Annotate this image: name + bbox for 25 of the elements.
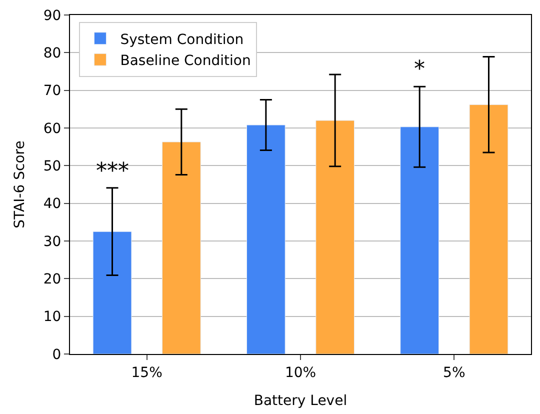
y-tick-label: 50 (43, 158, 62, 175)
bar (400, 126, 440, 354)
bar (316, 120, 355, 354)
bar (246, 124, 286, 354)
y-tick-label: 60 (43, 120, 62, 137)
x-tick-label: 10% (284, 364, 316, 381)
y-tick-label: 30 (43, 234, 62, 250)
annotation: * (414, 57, 425, 82)
bar (92, 231, 132, 354)
y-tick-label: 90 (43, 8, 62, 24)
y-tick-label: 70 (43, 83, 62, 100)
annotation: *** (96, 159, 129, 184)
y-tick-label: 80 (43, 46, 62, 62)
x-tick-label: 15% (131, 364, 162, 381)
x-axis-title: Battery Level (254, 393, 348, 410)
x-tick-label: 5% (443, 364, 466, 381)
legend-label: System Condition (120, 32, 244, 48)
bar (162, 142, 201, 354)
y-tick-label: 40 (43, 196, 62, 212)
legend-label: Baseline Condition (120, 53, 251, 70)
y-tick-label: 0 (52, 346, 62, 363)
y-tick-label: 10 (43, 309, 62, 326)
y-tick-label: 20 (43, 272, 62, 288)
y-axis-title: STAI-6 Score (12, 140, 28, 228)
bar (469, 104, 508, 354)
